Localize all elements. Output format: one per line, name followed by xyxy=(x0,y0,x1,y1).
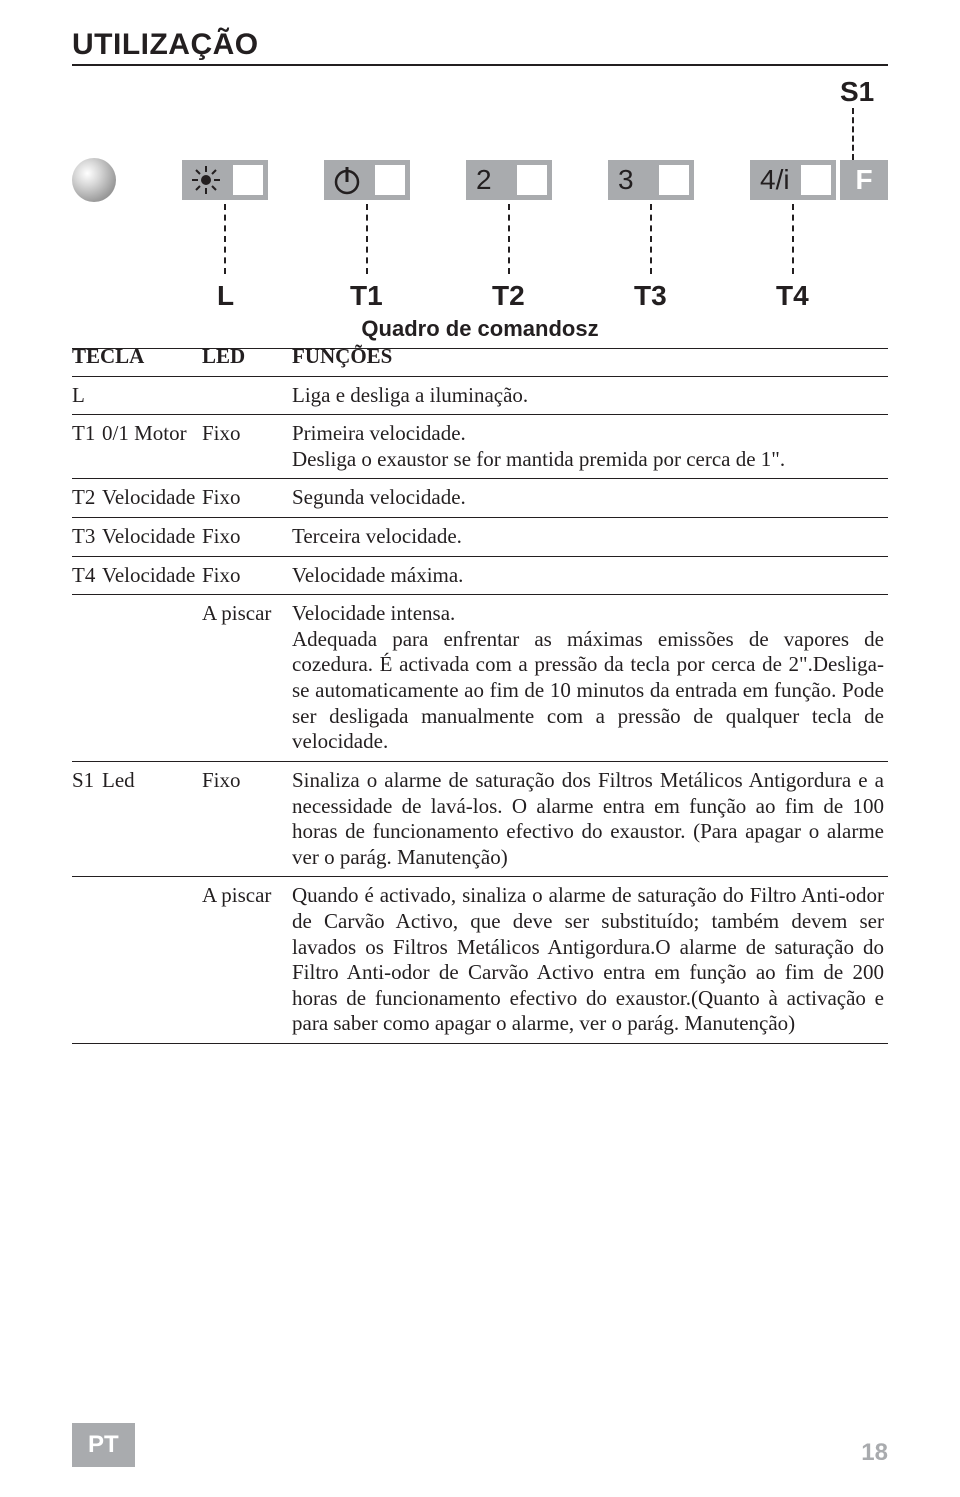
cell-sub xyxy=(102,376,202,415)
leader-line xyxy=(650,204,652,274)
button-speed-1 xyxy=(324,160,410,200)
diagram-label-T1: T1 xyxy=(350,280,383,312)
language-badge: PT xyxy=(72,1423,135,1467)
cell-func: Velocidade intensa.Adequada para enfrent… xyxy=(292,595,888,762)
cell-func: Velocidade máxima. xyxy=(292,556,888,595)
button-indicator-icon xyxy=(375,165,405,195)
cell-led: Fixo xyxy=(202,556,292,595)
button-indicator-icon xyxy=(517,165,547,195)
table-row: A piscar Quando é activado, sinaliza o a… xyxy=(72,877,888,1044)
power-1-icon xyxy=(334,160,360,200)
cell-led: Fixo xyxy=(202,415,292,479)
table-row: S1 Led Fixo Sinaliza o alarme de saturaç… xyxy=(72,761,888,876)
cell-func: Segunda velocidade. xyxy=(292,479,888,518)
button-light xyxy=(182,160,268,200)
leader-line xyxy=(508,204,510,274)
diagram-label-T2: T2 xyxy=(492,280,525,312)
table-row: T3 Velocidade Fixo Terceira velocidade. xyxy=(72,518,888,557)
page-number: 18 xyxy=(861,1439,888,1467)
diagram-s1-leader xyxy=(852,108,854,160)
cell-sub: Velocidade xyxy=(102,518,202,557)
diagram-label-T3: T3 xyxy=(634,280,667,312)
button-indicator-icon xyxy=(801,165,831,195)
cell-func: Sinaliza o alarme de saturação dos Filtr… xyxy=(292,761,888,876)
table-row: T4 Velocidade Fixo Velocidade máxima. xyxy=(72,556,888,595)
control-panel-diagram: S1 xyxy=(72,76,888,336)
cell-key xyxy=(72,877,102,1044)
cell-key: T4 xyxy=(72,556,102,595)
cell-key: T1 xyxy=(72,415,102,479)
table-row: T2 Velocidade Fixo Segunda velocidade. xyxy=(72,479,888,518)
cell-led: Fixo xyxy=(202,518,292,557)
leader-line xyxy=(224,204,226,274)
led-indicator-icon xyxy=(72,158,116,202)
diagram-label-T4: T4 xyxy=(776,280,809,312)
cell-sub: Velocidade xyxy=(102,556,202,595)
button-indicator-icon xyxy=(233,165,263,195)
diagram-caption: Quadro de comandosz xyxy=(72,316,888,349)
cell-func: Terceira velocidade. xyxy=(292,518,888,557)
button-speed-4: 4/i xyxy=(750,160,836,200)
cell-led: A piscar xyxy=(202,595,292,762)
page-title: UTILIZAÇÃO xyxy=(72,28,888,66)
table-row: L Liga e desliga a iluminação. xyxy=(72,376,888,415)
diagram-label-L: L xyxy=(217,280,234,312)
leader-line xyxy=(792,204,794,274)
page-footer: PT 18 xyxy=(72,1423,888,1467)
button-indicator-icon xyxy=(659,165,689,195)
cell-led: Fixo xyxy=(202,761,292,876)
cell-key: T2 xyxy=(72,479,102,518)
cell-sub: 0/1 Motor xyxy=(102,415,202,479)
cell-sub xyxy=(102,877,202,1044)
cell-sub xyxy=(102,595,202,762)
table-row: A piscar Velocidade intensa.Adequada par… xyxy=(72,595,888,762)
leader-line xyxy=(366,204,368,274)
digit-2-icon: 2 xyxy=(476,160,492,200)
button-f: F xyxy=(840,160,888,200)
functions-table: TECLA LED FUNÇÕES L Liga e desliga a ilu… xyxy=(72,336,888,1044)
cell-key: L xyxy=(72,376,102,415)
digit-3-icon: 3 xyxy=(618,160,634,200)
cell-sub: Velocidade xyxy=(102,479,202,518)
cell-key: T3 xyxy=(72,518,102,557)
letter-f-icon: F xyxy=(840,160,888,200)
cell-key xyxy=(72,595,102,762)
diagram-s1-label: S1 xyxy=(840,76,874,108)
sun-icon xyxy=(192,160,220,200)
cell-func: Liga e desliga a iluminação. xyxy=(292,376,888,415)
button-speed-2: 2 xyxy=(466,160,552,200)
cell-led xyxy=(202,376,292,415)
button-speed-3: 3 xyxy=(608,160,694,200)
cell-led: Fixo xyxy=(202,479,292,518)
table-row: T1 0/1 Motor Fixo Primeira velocidade.De… xyxy=(72,415,888,479)
cell-sub: Led xyxy=(102,761,202,876)
cell-key: S1 xyxy=(72,761,102,876)
cell-led: A piscar xyxy=(202,877,292,1044)
cell-func: Quando é activado, sinaliza o alarme de … xyxy=(292,877,888,1044)
digit-4i-icon: 4/i xyxy=(760,160,790,200)
cell-func: Primeira velocidade.Desliga o exaustor s… xyxy=(292,415,888,479)
